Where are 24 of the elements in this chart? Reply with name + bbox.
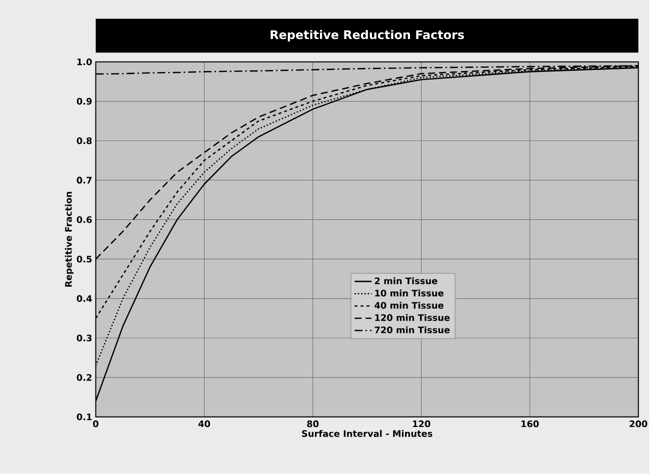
x-tick-label: 120 (412, 420, 430, 428)
y-tick-label: 0.4 (76, 295, 92, 302)
legend-label: 120 min Tissue (375, 314, 450, 322)
legend-label: 2 min Tissue (374, 277, 438, 284)
y-tick-label: 0.7 (76, 176, 92, 184)
y-tick-label: 1.0 (77, 58, 92, 66)
y-tick-label: 0.5 (76, 256, 92, 263)
x-tick-label: 80 (307, 420, 319, 428)
chart-title: Repetitive Reduction Factors (270, 30, 464, 42)
x-tick-label: 200 (630, 420, 648, 428)
y-axis-title: Repetitive Fraction (64, 192, 74, 287)
y-tick-label: 0.8 (76, 137, 92, 144)
x-tick-label: 40 (198, 420, 210, 428)
x-tick-label: 0 (93, 420, 98, 428)
x-axis-title: Surface Interval - Minutes (302, 430, 432, 438)
y-tick-label: 0.9 (76, 98, 92, 105)
y-tick-label: 0.2 (76, 374, 92, 381)
y-tick-label: 0.1 (76, 414, 92, 420)
y-tick-label: 0.6 (76, 216, 92, 224)
legend-label: 720 min Tissue (374, 326, 450, 334)
y-tick-label: 0.3 (76, 334, 92, 342)
legend-label: 40 min Tissue (374, 302, 444, 309)
x-tick-label: 160 (522, 420, 539, 428)
legend-label: 10 min Tissue (375, 290, 444, 297)
